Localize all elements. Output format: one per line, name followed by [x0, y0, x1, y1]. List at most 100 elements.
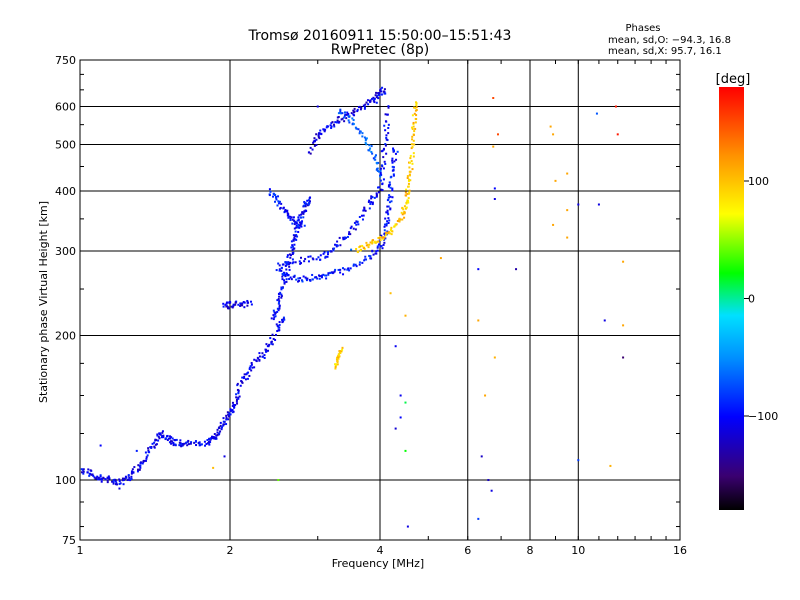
data-point	[283, 318, 286, 321]
data-point	[493, 187, 496, 190]
data-point	[237, 391, 240, 394]
data-point	[367, 103, 370, 106]
data-point	[391, 157, 394, 160]
data-point	[405, 202, 408, 205]
data-point	[276, 204, 279, 207]
data-point	[356, 108, 359, 111]
data-point	[375, 96, 378, 99]
data-point	[255, 359, 258, 362]
data-point	[130, 475, 133, 478]
data-point	[359, 105, 362, 108]
data-point	[414, 106, 417, 109]
data-point	[408, 170, 411, 173]
data-point	[294, 261, 297, 264]
data-point	[349, 267, 352, 270]
data-point	[289, 215, 292, 218]
data-point	[387, 221, 390, 224]
data-point	[373, 158, 376, 161]
data-point	[385, 211, 388, 214]
data-point	[303, 224, 306, 227]
data-point	[270, 342, 273, 345]
data-point	[213, 436, 216, 439]
data-point	[317, 134, 320, 137]
data-point	[365, 101, 368, 104]
data-point	[241, 302, 244, 305]
data-point	[266, 345, 269, 348]
data-point	[285, 262, 288, 265]
data-point	[94, 477, 97, 480]
data-point	[384, 231, 387, 234]
data-point	[480, 455, 483, 458]
data-point	[306, 199, 309, 202]
data-point	[358, 246, 361, 249]
data-point	[274, 311, 277, 314]
data-point	[343, 236, 346, 239]
data-point	[263, 357, 266, 360]
data-point	[411, 162, 414, 165]
data-point	[326, 253, 329, 256]
data-point	[412, 143, 415, 146]
data-point	[355, 247, 358, 250]
data-point	[358, 215, 361, 218]
data-point	[324, 274, 327, 277]
data-point	[292, 239, 295, 242]
data-point	[370, 201, 373, 204]
data-point	[359, 245, 362, 248]
data-point	[377, 170, 380, 173]
data-point	[174, 443, 177, 446]
data-point	[336, 360, 339, 363]
data-point	[335, 363, 338, 366]
data-point	[278, 295, 281, 298]
data-point	[382, 238, 385, 241]
data-point	[380, 90, 383, 93]
data-point	[364, 141, 367, 144]
colorbar	[719, 87, 744, 510]
data-point	[622, 260, 625, 263]
data-point	[407, 185, 410, 188]
data-point	[213, 433, 216, 436]
y-tick-label: 300	[55, 245, 76, 258]
data-point	[133, 466, 136, 469]
data-point	[371, 196, 374, 199]
data-point	[278, 321, 281, 324]
data-point	[216, 431, 219, 434]
data-point	[296, 226, 299, 229]
data-point	[333, 125, 336, 128]
data-point	[341, 348, 344, 351]
data-point	[336, 240, 339, 243]
data-point	[362, 214, 365, 217]
data-point	[347, 112, 350, 115]
data-point	[337, 353, 340, 356]
data-point	[290, 246, 293, 249]
data-point	[115, 481, 118, 484]
data-point	[379, 172, 382, 175]
data-point	[276, 299, 279, 302]
data-point	[219, 421, 222, 424]
data-point	[415, 106, 418, 109]
data-point	[515, 268, 518, 271]
data-point	[313, 137, 316, 140]
data-point	[239, 384, 242, 387]
data-point	[412, 139, 415, 142]
data-point	[361, 244, 364, 247]
data-point	[277, 326, 280, 329]
data-point	[366, 243, 369, 246]
data-point	[187, 440, 190, 443]
colorbar-tick-label: 0	[748, 293, 755, 306]
data-point	[375, 195, 378, 198]
data-point	[371, 241, 374, 244]
data-point	[297, 277, 300, 280]
data-point	[384, 217, 387, 220]
data-point	[614, 105, 617, 108]
data-point	[246, 299, 249, 302]
data-point	[338, 236, 341, 239]
data-point	[362, 246, 365, 249]
data-point	[307, 260, 310, 263]
data-point	[270, 341, 273, 344]
data-point	[407, 197, 410, 200]
data-point	[372, 253, 375, 256]
data-point	[554, 179, 557, 182]
data-point	[384, 113, 387, 116]
data-point	[180, 443, 183, 446]
data-point	[160, 436, 163, 439]
